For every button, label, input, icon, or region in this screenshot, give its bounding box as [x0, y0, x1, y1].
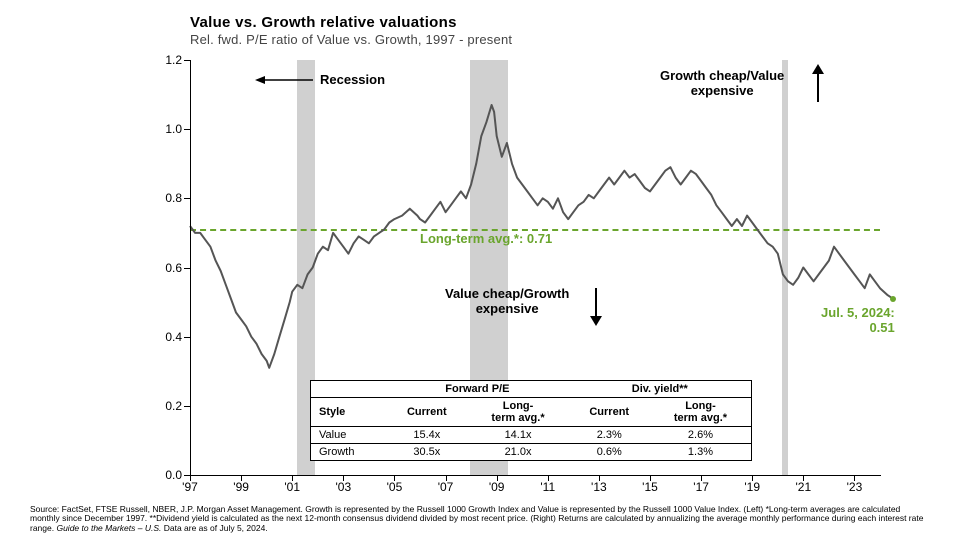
x-tick-label: '17 — [686, 480, 716, 494]
x-tick-label: '19 — [737, 480, 767, 494]
table-sub-cur2: Current — [569, 398, 650, 427]
x-tick-label: '97 — [175, 480, 205, 494]
x-tick-label: '21 — [788, 480, 818, 494]
table-sub-cur1: Current — [386, 398, 467, 427]
table-hdr-fpe: Forward P/E — [386, 381, 568, 398]
recession-arrow-icon — [255, 74, 315, 86]
table-cell: 2.3% — [569, 427, 650, 444]
x-tick-label: '01 — [277, 480, 307, 494]
table-sub-style: Style — [311, 398, 386, 427]
table-cell: 15.4x — [386, 427, 467, 444]
value-cheap-label: Value cheap/Growth expensive — [445, 286, 569, 316]
y-tick-label: 1.0 — [150, 122, 182, 136]
y-tick-label: 0.8 — [150, 191, 182, 205]
y-tick-label: 1.2 — [150, 53, 182, 67]
data-table: Forward P/E Div. yield** Style Current L… — [310, 380, 752, 461]
chart-subtitle: Rel. fwd. P/E ratio of Value vs. Growth,… — [190, 32, 512, 47]
table-cell: 0.6% — [569, 444, 650, 461]
table-cell: 1.3% — [650, 444, 751, 461]
table-cell: 21.0x — [468, 444, 569, 461]
table-row: Value — [311, 427, 386, 444]
x-tick-label: '23 — [839, 480, 869, 494]
table-sub-lt1: Long- term avg.* — [468, 398, 569, 427]
x-tick-label: '99 — [226, 480, 256, 494]
recession-label: Recession — [320, 72, 385, 87]
table-row: Growth — [311, 444, 386, 461]
x-tick-label: '11 — [533, 480, 563, 494]
growth-cheap-label: Growth cheap/Value expensive — [660, 68, 784, 98]
x-tick-label: '15 — [635, 480, 665, 494]
x-tick-label: '03 — [328, 480, 358, 494]
current-point-marker — [890, 296, 896, 302]
y-tick-label: 0.4 — [150, 330, 182, 344]
x-tick-label: '13 — [584, 480, 614, 494]
lt-avg-label: Long-term avg.*: 0.71 — [420, 231, 552, 246]
x-tick-label: '07 — [431, 480, 461, 494]
table-cell: 30.5x — [386, 444, 467, 461]
x-tick-label: '09 — [482, 480, 512, 494]
source-footnote: Source: FactSet, FTSE Russell, NBER, J.P… — [30, 505, 930, 534]
chart-plot: 0.00.20.40.60.81.01.2 '97'99'01'03'05'07… — [190, 60, 880, 475]
x-tick-label: '05 — [379, 480, 409, 494]
y-tick-label: 0.6 — [150, 261, 182, 275]
y-tick-label: 0.2 — [150, 399, 182, 413]
current-point-label: Jul. 5, 2024: 0.51 — [795, 305, 895, 335]
up-arrow-icon — [810, 64, 826, 104]
table-sub-lt2: Long- term avg.* — [650, 398, 751, 427]
table-cell: 2.6% — [650, 427, 751, 444]
down-arrow-icon — [588, 286, 604, 326]
chart-title: Value vs. Growth relative valuations — [190, 14, 457, 31]
table-hdr-dy: Div. yield** — [569, 381, 751, 398]
table-cell: 14.1x — [468, 427, 569, 444]
